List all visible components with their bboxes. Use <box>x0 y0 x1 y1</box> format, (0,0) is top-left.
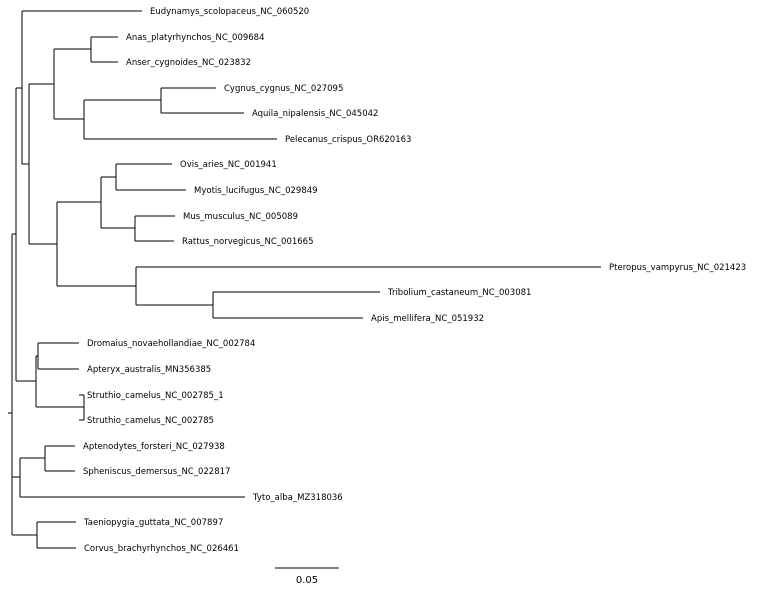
taxon-label: Cygnus_cygnus_NC_027095 <box>224 84 343 94</box>
scale-bar-label: 0.05 <box>296 575 318 586</box>
tree-branches <box>8 10 601 549</box>
taxon-label: Spheniscus_demersus_NC_022817 <box>83 467 230 477</box>
taxon-label: Struthio_camelus_NC_002785 <box>87 416 214 426</box>
scale-bar: 0.05 <box>275 567 339 586</box>
taxon-label: Pteropus_vampyrus_NC_021423 <box>609 263 746 273</box>
taxon-label: Eudynamys_scolopaceus_NC_060520 <box>150 7 309 17</box>
taxon-label: Apis_mellifera_NC_051932 <box>371 314 484 324</box>
tree-labels: Eudynamys_scolopaceus_NC_060520 Anas_plat… <box>83 7 746 554</box>
taxon-label: Tyto_alba_MZ318036 <box>252 493 343 503</box>
taxon-label: Myotis_lucifugus_NC_029849 <box>194 186 318 196</box>
taxon-label: Rattus_norvegicus_NC_001665 <box>182 237 314 247</box>
taxon-label: Struthio_camelus_NC_002785_1 <box>87 391 224 401</box>
taxon-label: Apteryx_australis_MN356385 <box>87 365 211 375</box>
taxon-label: Tribolium_castaneum_NC_003081 <box>387 288 531 298</box>
taxon-label: Aquila_nipalensis_NC_045042 <box>252 109 378 119</box>
taxon-label: Dromaius_novaehollandiae_NC_002784 <box>87 339 255 349</box>
taxon-label: Taeniopygia_guttata_NC_007897 <box>83 518 223 528</box>
taxon-label: Aptenodytes_forsteri_NC_027938 <box>83 442 225 452</box>
taxon-label: Anser_cygnoides_NC_023832 <box>126 58 251 68</box>
taxon-label: Pelecanus_crispus_OR620163 <box>285 135 411 145</box>
taxon-label: Corvus_brachyrhynchos_NC_026461 <box>84 544 239 554</box>
taxon-label: Anas_platyrhynchos_NC_009684 <box>126 33 265 43</box>
taxon-label: Mus_musculus_NC_005089 <box>183 212 298 222</box>
taxon-label: Ovis_aries_NC_001941 <box>180 160 277 170</box>
